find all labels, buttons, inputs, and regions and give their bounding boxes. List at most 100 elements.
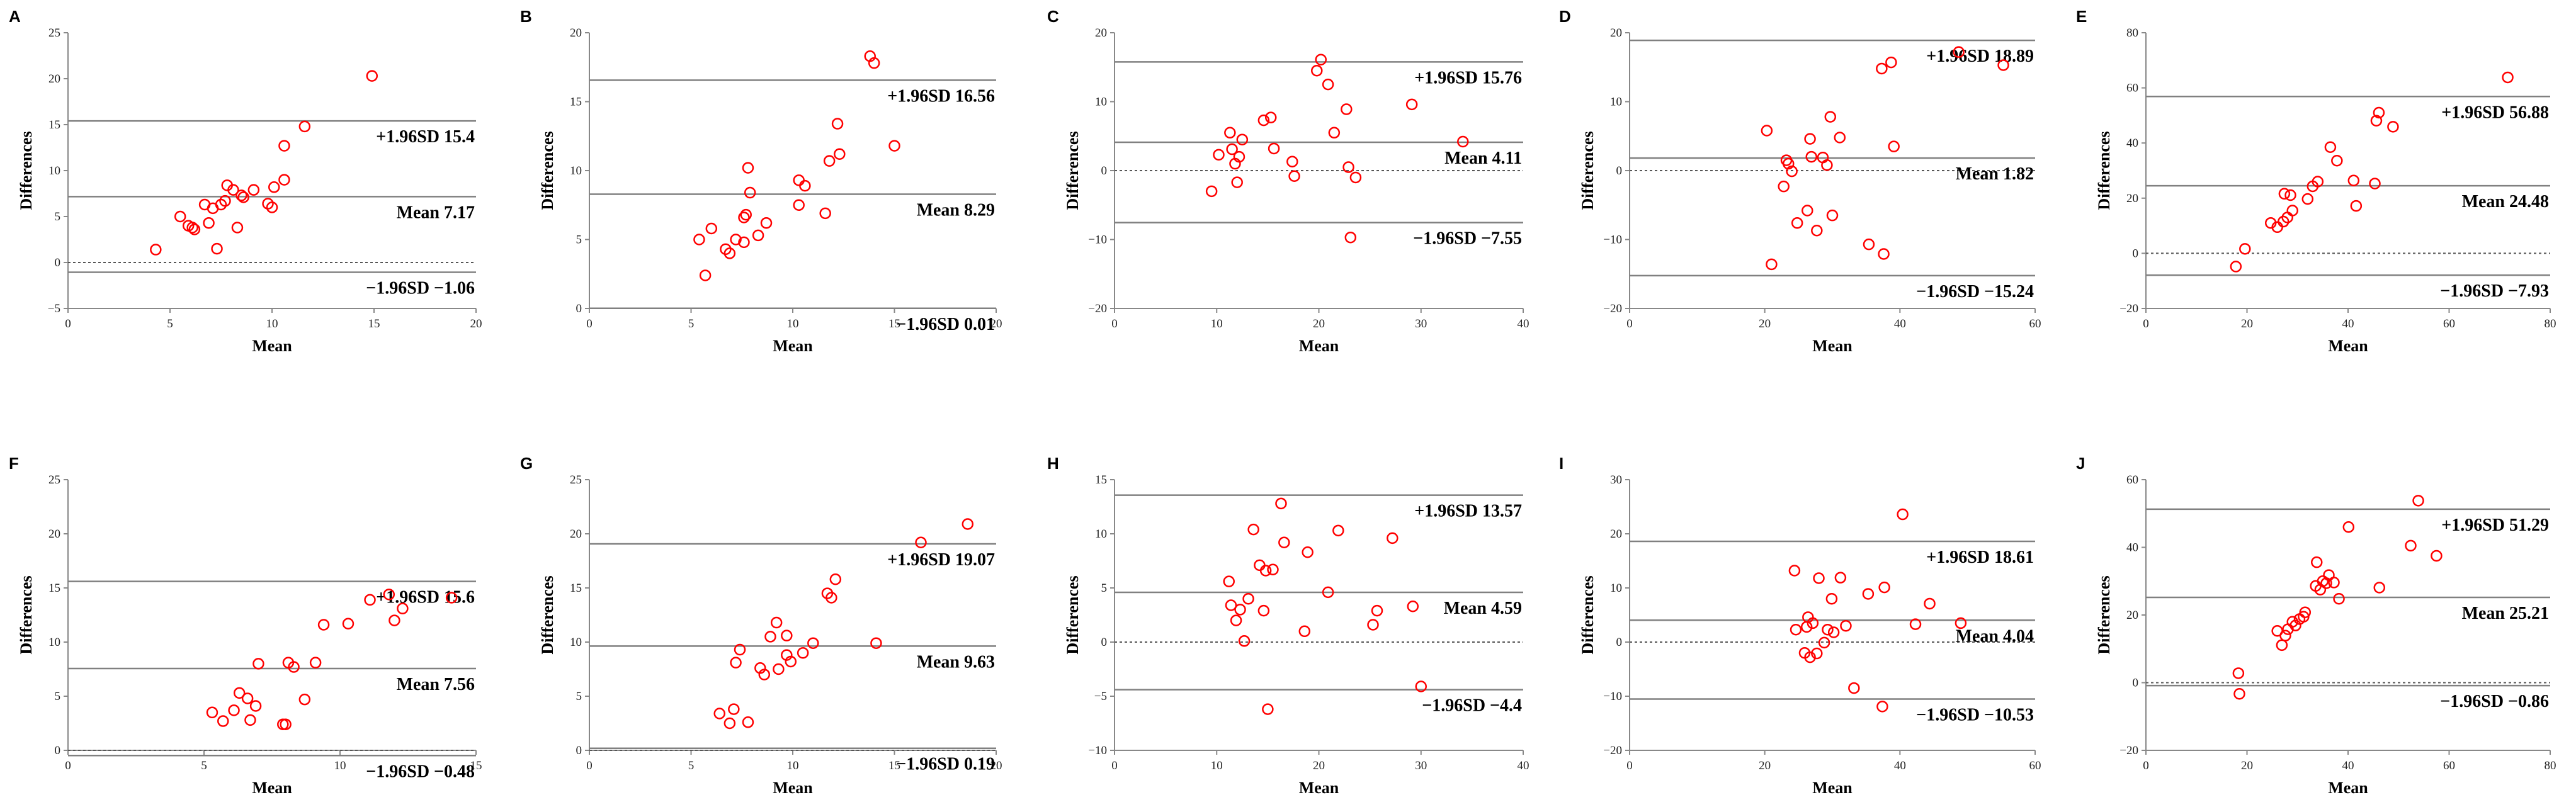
data-point — [219, 195, 231, 207]
data-point — [2331, 154, 2343, 167]
y-tick-label: 0 — [2133, 247, 2139, 260]
data-point — [186, 222, 198, 234]
x-tick-label: 10 — [1211, 759, 1223, 772]
panel-letter: A — [9, 7, 21, 26]
y-tick-label: 20 — [570, 528, 582, 541]
data-point — [1387, 532, 1399, 545]
data-point — [252, 658, 264, 670]
data-point — [1224, 127, 1236, 139]
panel-d: D −20 −10 0 10 20 0 20 40 60 Mean Differences +1.96S… — [1559, 7, 2041, 355]
data-point — [2278, 188, 2291, 200]
y-tick-label: 15 — [1095, 473, 1107, 487]
data-point — [1264, 111, 1277, 123]
x-tick-label: 10 — [334, 759, 346, 772]
data-point — [317, 619, 330, 631]
data-point — [1234, 604, 1246, 616]
data-point — [744, 186, 756, 199]
data-point — [738, 236, 750, 249]
y-tick-label: 5 — [1101, 582, 1108, 595]
y-tick-label: 60 — [2126, 82, 2138, 95]
x-tick-label: 20 — [1313, 759, 1325, 772]
data-point — [1407, 600, 1419, 612]
x-axis-title: Mean — [2328, 779, 2368, 797]
x-tick-label: 5 — [688, 317, 695, 330]
data-point — [1415, 680, 1427, 692]
data-point — [2276, 639, 2288, 652]
data-point — [266, 201, 278, 213]
lower-limit-label: −1.96SD 0.19 — [896, 755, 995, 774]
x-tick-label: 0 — [1626, 317, 1633, 330]
data-point — [2233, 687, 2245, 700]
x-tick-label: 0 — [2143, 317, 2149, 330]
data-point — [1367, 619, 1379, 631]
data-point — [2298, 611, 2310, 623]
data-point — [1766, 258, 1778, 271]
data-point — [1804, 651, 1816, 663]
mean-label: Mean 24.48 — [2462, 192, 2549, 212]
x-tick-label: 60 — [2443, 317, 2455, 330]
x-tick-label: 80 — [2545, 759, 2556, 772]
data-point — [1267, 563, 1279, 576]
data-point — [298, 693, 311, 706]
data-point — [2502, 71, 2514, 84]
data-point — [962, 518, 974, 530]
data-point — [1311, 64, 1323, 77]
data-point — [2232, 667, 2245, 679]
panel-letter: B — [520, 7, 532, 26]
x-tick-label: 40 — [1894, 317, 1906, 330]
x-axis-title: Mean — [773, 779, 813, 797]
y-tick-label: 20 — [1610, 528, 1622, 541]
data-point — [1805, 150, 1817, 163]
y-tick-label: 0 — [55, 256, 61, 269]
data-point — [1231, 176, 1243, 188]
data-point — [309, 657, 322, 669]
x-tick-label: 20 — [1759, 759, 1771, 772]
data-point — [807, 637, 819, 649]
data-point — [188, 223, 201, 235]
x-axis-title: Mean — [1812, 779, 1853, 797]
data-point — [785, 655, 797, 668]
lower-limit-label: −1.96SD −10.53 — [1916, 706, 2034, 725]
data-point — [2320, 577, 2332, 589]
data-point — [1790, 623, 1802, 636]
y-tick-label: 0 — [576, 302, 582, 315]
x-tick-label: 20 — [470, 317, 482, 330]
data-point — [2369, 178, 2381, 189]
data-point — [2286, 616, 2298, 628]
data-point — [1827, 626, 1840, 638]
data-point — [1226, 143, 1238, 155]
x-tick-label: 10 — [1211, 317, 1223, 330]
y-axis-title: Differences — [538, 575, 557, 654]
data-point — [1834, 572, 1847, 584]
y-tick-label: 25 — [48, 26, 60, 40]
upper-limit-label: +1.96SD 18.89 — [1926, 47, 2034, 66]
x-tick-label: 30 — [1415, 759, 1427, 772]
data-point — [1275, 497, 1287, 510]
x-tick-label: 30 — [1415, 317, 1427, 330]
data-point — [1349, 171, 1362, 184]
data-point — [233, 687, 246, 699]
data-point — [1322, 586, 1334, 599]
y-tick-label: 0 — [1616, 636, 1623, 649]
data-point — [2350, 200, 2363, 212]
data-point — [1341, 103, 1353, 115]
upper-limit-label: +1.96SD 15.6 — [376, 588, 475, 607]
x-tick-label: 15 — [888, 317, 900, 330]
data-point — [1259, 565, 1272, 577]
upper-limit-label: +1.96SD 51.29 — [2441, 516, 2549, 535]
y-tick-label: 5 — [55, 210, 61, 223]
mean-label: Mean 8.29 — [917, 200, 995, 220]
y-tick-label: 10 — [48, 164, 60, 178]
y-axis-title: Differences — [1579, 575, 1597, 654]
data-point — [720, 243, 732, 256]
data-point — [713, 708, 725, 720]
data-point — [723, 247, 736, 259]
data-point — [1302, 546, 1314, 558]
y-tick-label: 5 — [576, 690, 582, 703]
y-tick-label: 10 — [48, 636, 60, 649]
y-tick-label: 5 — [576, 234, 582, 247]
data-point — [730, 657, 742, 669]
mean-label: Mean 7.56 — [397, 675, 475, 694]
data-point — [1230, 614, 1242, 626]
data-point — [728, 703, 740, 715]
